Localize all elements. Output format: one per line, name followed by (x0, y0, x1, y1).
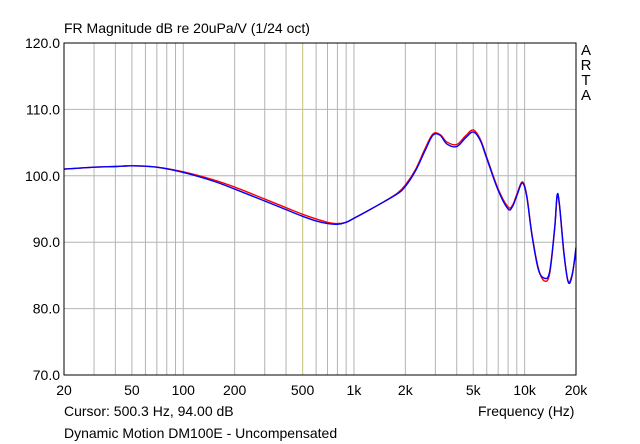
x-tick-label: 200 (223, 382, 247, 398)
arta-brand: A R T A (580, 43, 592, 103)
x-tick-label: 20 (56, 382, 72, 398)
y-tick-label: 120.0 (25, 35, 60, 51)
plot-frame (63, 42, 577, 376)
x-tick-label: 2k (398, 382, 414, 398)
series-line-red (63, 129, 577, 284)
device-label: Dynamic Motion DM100E - Uncompensated (64, 425, 338, 441)
brand-letter: A (580, 87, 591, 104)
x-tick-label: 5k (466, 382, 482, 398)
x-axis-label: Frequency (Hz) (478, 403, 575, 419)
x-tick-label: 100 (172, 382, 196, 398)
y-tick-label: 110.0 (26, 101, 60, 117)
series-group (63, 129, 577, 285)
series-line-blue (63, 131, 577, 285)
x-tick-label: 10k (513, 382, 537, 398)
brand-letter: T (581, 72, 591, 89)
chart-title: FR Magnitude dB re 20uPa/V (1/24 oct) (64, 20, 310, 36)
x-tick-label: 20k (565, 382, 589, 398)
x-tick-label: 50 (124, 382, 140, 398)
x-tick-label: 1k (347, 382, 363, 398)
brand-letter: A (580, 42, 591, 59)
y-tick-label: 70.0 (33, 367, 60, 383)
brand-letter: R (580, 57, 592, 74)
y-tick-label: 80.0 (33, 301, 60, 317)
plot-grid (64, 43, 576, 375)
y-tick-label: 100.0 (25, 168, 60, 184)
cursor-readout: Cursor: 500.3 Hz, 94.00 dB (64, 403, 234, 419)
tick-labels: 70.0 80.0 90.0 100.0 110.0 120.0 20 50 100 200 500… (25, 35, 588, 398)
y-tick-label: 90.0 (33, 234, 60, 250)
x-tick-label: 500 (291, 382, 315, 398)
